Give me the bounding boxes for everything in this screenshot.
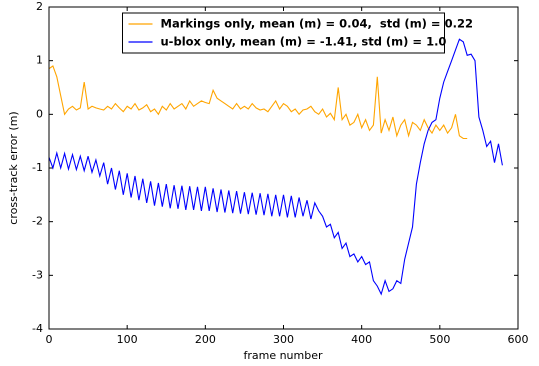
x-tick-label: 0 xyxy=(46,333,53,346)
y-tick-label: -2 xyxy=(32,215,43,228)
series-line xyxy=(49,65,468,140)
x-tick-label: 200 xyxy=(195,333,216,346)
legend-label: u-blox only, mean (m) = -1.41, std (m) =… xyxy=(161,35,447,49)
x-tick-label: 100 xyxy=(117,333,138,346)
series-line xyxy=(49,38,503,296)
y-tick-label: -1 xyxy=(32,161,43,174)
y-axis-label: cross-track error (m) xyxy=(7,111,20,224)
y-tick-label: -4 xyxy=(32,322,43,335)
y-tick-label: 0 xyxy=(36,107,43,120)
legend-label: Markings only, mean (m) = 0.04, std (m) … xyxy=(161,17,473,31)
y-tick-label: 1 xyxy=(36,54,43,67)
x-tick-label: 400 xyxy=(351,333,372,346)
plot-frame xyxy=(48,6,519,330)
x-tick-label: 300 xyxy=(273,333,294,346)
y-tick-label: -3 xyxy=(32,268,43,281)
legend-box xyxy=(122,12,445,54)
y-tick-label: 2 xyxy=(36,0,43,13)
x-tick-label: 500 xyxy=(429,333,450,346)
x-axis-label: frame number xyxy=(243,349,323,362)
x-tick-label: 600 xyxy=(508,333,529,346)
